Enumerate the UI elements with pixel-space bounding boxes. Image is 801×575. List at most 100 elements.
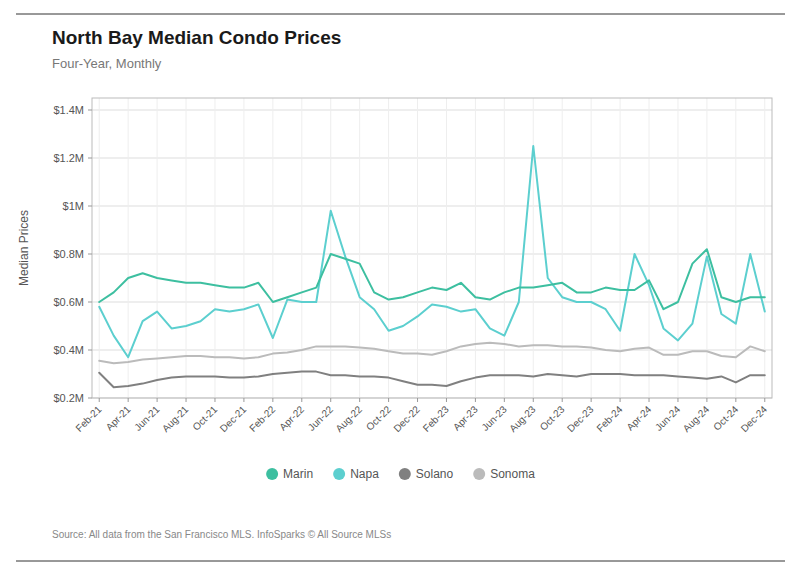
legend-item: Marin xyxy=(266,467,313,481)
x-tick-label: Jun-21 xyxy=(132,403,162,433)
x-tick xyxy=(99,398,100,402)
x-tick xyxy=(214,398,215,402)
series-lines xyxy=(99,146,765,387)
x-grid-line xyxy=(735,98,736,398)
y-grid-line xyxy=(92,254,772,255)
x-tick xyxy=(562,398,563,402)
x-tick xyxy=(186,398,187,402)
y-tick-label: $0.6M xyxy=(53,296,84,308)
x-tick xyxy=(330,398,331,402)
series-line xyxy=(99,249,765,309)
x-grid-line xyxy=(446,98,447,398)
grid xyxy=(92,98,772,398)
legend-item: Solano xyxy=(399,467,454,481)
x-tick-label: Aug-23 xyxy=(507,403,538,434)
x-grid-line xyxy=(620,98,621,398)
x-tick xyxy=(706,398,707,402)
x-grid-line xyxy=(388,98,389,398)
y-grid-line xyxy=(92,158,772,159)
x-tick xyxy=(533,398,534,402)
y-axis: $0.2M $0.4M $0.6M $0.8M $1M $1.2M $1.4M xyxy=(53,104,92,404)
x-tick-label: Apr-24 xyxy=(624,403,653,432)
subtitle: Four-Year, Monthly xyxy=(52,56,162,71)
y-tick xyxy=(88,350,92,351)
x-tick-label: Dec-21 xyxy=(218,403,249,434)
y-tick-label: $0.2M xyxy=(53,392,84,404)
legend-item: Napa xyxy=(333,467,379,481)
x-grid-line xyxy=(301,98,302,398)
legend-label: Napa xyxy=(350,467,379,481)
x-grid-line xyxy=(186,98,187,398)
x-grid-line xyxy=(591,98,592,398)
legend: Marin Napa Solano Sonoma xyxy=(266,467,535,481)
x-tick xyxy=(417,398,418,402)
x-grid-line xyxy=(243,98,244,398)
series-line xyxy=(99,372,765,388)
y-grid-line xyxy=(92,206,772,207)
top-rule xyxy=(16,14,785,15)
y-tick xyxy=(88,158,92,159)
legend-swatch xyxy=(333,468,345,480)
y-tick-label: $1M xyxy=(63,200,84,212)
y-tick-label: $1.4M xyxy=(53,104,84,116)
x-tick xyxy=(620,398,621,402)
x-tick-label: Apr-22 xyxy=(277,403,306,432)
x-tick-label: Jun-23 xyxy=(479,403,509,433)
x-grid-line xyxy=(214,98,215,398)
x-tick xyxy=(735,398,736,402)
x-tick-label: Aug-24 xyxy=(681,403,712,434)
x-tick-label: Feb-21 xyxy=(73,403,103,433)
y-tick xyxy=(88,206,92,207)
x-tick-label: Feb-24 xyxy=(594,403,624,433)
legend-swatch xyxy=(266,468,278,480)
y-tick xyxy=(88,254,92,255)
series-line xyxy=(99,146,765,357)
x-tick-label: Dec-23 xyxy=(565,403,596,434)
x-tick xyxy=(446,398,447,402)
y-tick-label: $0.4M xyxy=(53,344,84,356)
x-grid-line xyxy=(649,98,650,398)
legend-label: Sonoma xyxy=(490,467,535,481)
x-grid-line xyxy=(677,98,678,398)
x-grid-line xyxy=(157,98,158,398)
x-grid-line xyxy=(562,98,563,398)
y-tick-label: $0.8M xyxy=(53,248,84,260)
x-grid-line xyxy=(764,98,765,398)
series-line xyxy=(99,343,765,363)
x-tick xyxy=(359,398,360,402)
x-grid-line xyxy=(533,98,534,398)
x-tick xyxy=(301,398,302,402)
x-tick-label: Oct-22 xyxy=(364,403,393,432)
x-tick xyxy=(157,398,158,402)
x-grid-line xyxy=(475,98,476,398)
x-grid-line xyxy=(330,98,331,398)
x-grid-line xyxy=(504,98,505,398)
x-tick-label: Dec-22 xyxy=(391,403,422,434)
x-tick xyxy=(388,398,389,402)
x-tick-label: Jun-22 xyxy=(306,403,336,433)
legend-swatch xyxy=(473,468,485,480)
legend-item: Sonoma xyxy=(473,467,535,481)
y-grid-line xyxy=(92,110,772,111)
x-tick xyxy=(591,398,592,402)
x-grid-line xyxy=(359,98,360,398)
x-tick xyxy=(764,398,765,402)
chart: North Bay Median Condo PricesFour-Year, … xyxy=(0,0,801,575)
x-tick-label: Oct-23 xyxy=(538,403,567,432)
x-grid-line xyxy=(706,98,707,398)
plot-frame xyxy=(92,98,772,398)
x-tick-label: Jun-24 xyxy=(653,403,683,433)
y-grid-line xyxy=(92,350,772,351)
y-tick xyxy=(88,110,92,111)
legend-label: Solano xyxy=(416,467,454,481)
x-tick xyxy=(243,398,244,402)
annotation: Source: All data from the San Francisco … xyxy=(52,529,391,540)
y-tick-label: $1.2M xyxy=(53,152,84,164)
x-axis: Feb-21Apr-21Jun-21Aug-21Oct-21Dec-21Feb-… xyxy=(73,398,769,434)
x-tick xyxy=(677,398,678,402)
x-tick xyxy=(475,398,476,402)
x-tick-label: Feb-23 xyxy=(421,403,451,433)
legend-swatch xyxy=(399,468,411,480)
x-tick xyxy=(649,398,650,402)
x-tick xyxy=(272,398,273,402)
